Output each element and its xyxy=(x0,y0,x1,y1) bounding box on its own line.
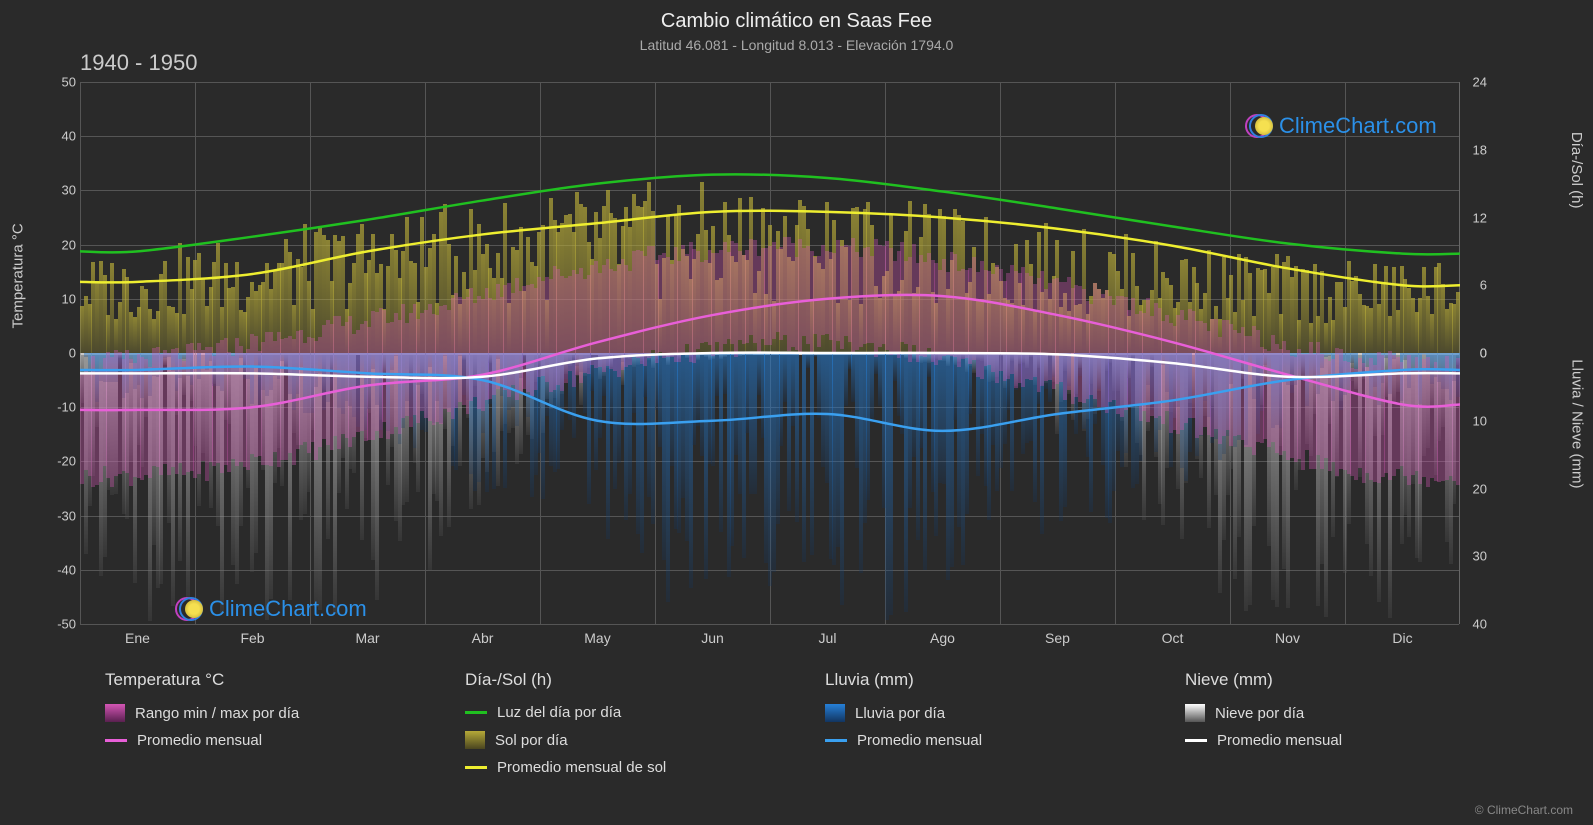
legend-item: Lluvia por día xyxy=(825,704,1145,722)
copyright-text: © ClimeChart.com xyxy=(1475,803,1573,817)
y-right-top-tick: 12 xyxy=(1473,210,1487,225)
legend-item: Promedio mensual xyxy=(1185,732,1505,749)
y-right-bot-tick: 30 xyxy=(1473,549,1487,564)
x-month-label: Sep xyxy=(1045,630,1070,646)
legend-group-title: Día-/Sol (h) xyxy=(465,670,785,690)
y-left-tick: -30 xyxy=(48,508,76,523)
legend-item: Promedio mensual xyxy=(825,732,1145,749)
legend-item: Sol por día xyxy=(465,731,785,749)
legend-label: Promedio mensual xyxy=(137,732,262,749)
chart-title: Cambio climático en Saas Fee xyxy=(0,0,1593,33)
x-month-label: Jun xyxy=(701,630,724,646)
x-month-label: Mar xyxy=(355,630,379,646)
legend-group: Temperatura °C Rango min / max por día Pro… xyxy=(105,670,425,786)
legend-swatch xyxy=(105,704,125,722)
x-month-label: May xyxy=(584,630,610,646)
x-month-label: Abr xyxy=(472,630,494,646)
y-left-tick: 20 xyxy=(48,237,76,252)
y-left-tick: -10 xyxy=(48,400,76,415)
legend-item: Nieve por día xyxy=(1185,704,1505,722)
legend-swatch xyxy=(825,704,845,722)
climechart-logo-icon xyxy=(175,595,203,623)
y-left-tick: -50 xyxy=(48,617,76,632)
x-month-label: Nov xyxy=(1275,630,1300,646)
y-right-bot-tick: 0 xyxy=(1480,346,1487,361)
x-month-label: Jul xyxy=(819,630,837,646)
watermark-text: ClimeChart.com xyxy=(1279,113,1437,139)
legend-label: Promedio mensual de sol xyxy=(497,759,666,776)
legend-item: Promedio mensual de sol xyxy=(465,759,785,776)
legend-item: Promedio mensual xyxy=(105,732,425,749)
climechart-logo-icon xyxy=(1245,112,1273,140)
y-left-tick: 10 xyxy=(48,291,76,306)
legend-label: Promedio mensual xyxy=(1217,732,1342,749)
watermark-bottom-left: ClimeChart.com xyxy=(175,595,367,623)
y-right-bot-tick: 40 xyxy=(1473,617,1487,632)
y-right-top-tick: 18 xyxy=(1473,142,1487,157)
y-right-bot-tick: 20 xyxy=(1473,481,1487,496)
legend-swatch xyxy=(465,731,485,749)
x-month-label: Ene xyxy=(125,630,150,646)
legend-swatch xyxy=(465,711,487,714)
legend-label: Rango min / max por día xyxy=(135,705,299,722)
x-month-label: Oct xyxy=(1162,630,1184,646)
y-right-top-tick: 6 xyxy=(1480,278,1487,293)
legend-label: Lluvia por día xyxy=(855,705,945,722)
y-axis-right-top-title: Día-/Sol (h) xyxy=(1569,132,1586,209)
x-month-label: Dic xyxy=(1392,630,1412,646)
y-left-tick: 0 xyxy=(48,346,76,361)
legend-group-title: Temperatura °C xyxy=(105,670,425,690)
legend-swatch xyxy=(825,739,847,742)
legend-item: Rango min / max por día xyxy=(105,704,425,722)
period-label: 1940 - 1950 xyxy=(80,50,197,76)
legend-label: Promedio mensual xyxy=(857,732,982,749)
y-left-tick: -40 xyxy=(48,562,76,577)
y-left-tick: 50 xyxy=(48,75,76,90)
legend-swatch xyxy=(105,739,127,742)
chart-plot-area: -50-40-30-20-100102030405006121824010203… xyxy=(80,82,1460,624)
watermark-top-right: ClimeChart.com xyxy=(1245,112,1437,140)
y-axis-right-bot-title: Lluvia / Nieve (mm) xyxy=(1569,359,1586,488)
y-left-tick: 30 xyxy=(48,183,76,198)
legend-group: Día-/Sol (h) Luz del día por día Sol por d… xyxy=(465,670,785,786)
y-right-bot-tick: 10 xyxy=(1473,413,1487,428)
legend-item: Luz del día por día xyxy=(465,704,785,721)
y-left-tick: -20 xyxy=(48,454,76,469)
legend-group: Nieve (mm) Nieve por día Promedio mensual xyxy=(1185,670,1505,786)
legend-swatch xyxy=(1185,704,1205,722)
y-left-tick: 40 xyxy=(48,129,76,144)
chart-subtitle: Latitud 46.081 - Longitud 8.013 - Elevac… xyxy=(0,33,1593,53)
legend-label: Nieve por día xyxy=(1215,705,1304,722)
legend-group: Lluvia (mm) Lluvia por día Promedio mensua… xyxy=(825,670,1145,786)
legend-swatch xyxy=(1185,739,1207,742)
x-month-label: Feb xyxy=(240,630,264,646)
x-month-label: Ago xyxy=(930,630,955,646)
legend-swatch xyxy=(465,766,487,769)
chart-legend: Temperatura °C Rango min / max por día Pro… xyxy=(105,670,1505,786)
y-axis-left-title: Temperatura °C xyxy=(10,223,27,328)
legend-label: Luz del día por día xyxy=(497,704,621,721)
legend-group-title: Nieve (mm) xyxy=(1185,670,1505,690)
legend-group-title: Lluvia (mm) xyxy=(825,670,1145,690)
legend-label: Sol por día xyxy=(495,732,568,749)
watermark-text: ClimeChart.com xyxy=(209,596,367,622)
y-right-top-tick: 24 xyxy=(1473,75,1487,90)
